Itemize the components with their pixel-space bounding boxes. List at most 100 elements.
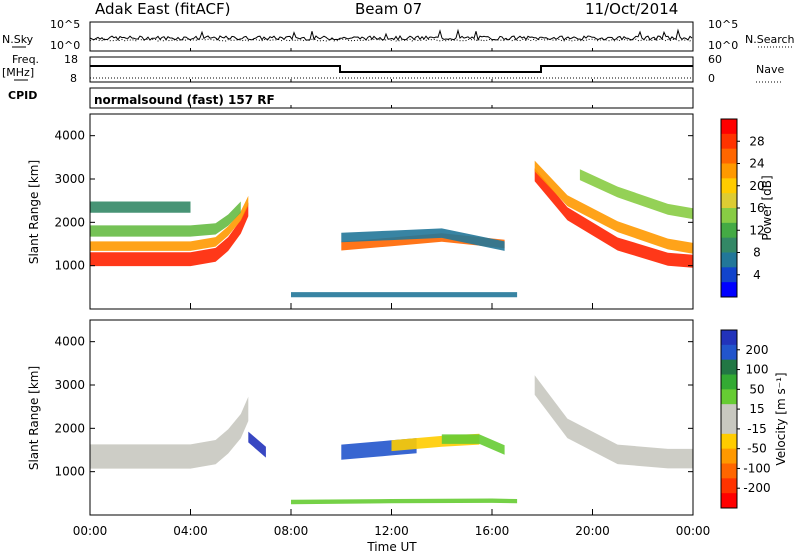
noise-search-trace xyxy=(89,38,693,42)
power-echo-region-0 xyxy=(90,202,249,267)
power-colorbar-swatch xyxy=(721,163,737,179)
x-tick-label: 16:00 xyxy=(475,524,510,538)
velocity-panel: 1000 2000 3000 4000 Slant Range [km] xyxy=(27,319,694,516)
noise-tick-low-right: 10^0 xyxy=(708,39,738,52)
velocity-colorbar-swatch xyxy=(721,344,737,361)
power-colorbar-swatch xyxy=(721,222,737,239)
velocity-colorbar-label: Velocity [m s⁻¹] xyxy=(774,372,788,465)
power-ytick-label: 4000 xyxy=(54,129,85,143)
noise-tick-high-left: 10^5 xyxy=(50,18,80,31)
velocity-colorbar-swatch xyxy=(721,389,737,405)
freq-label: Freq. xyxy=(12,53,39,66)
beam-title: Beam 07 xyxy=(355,0,422,18)
nsky-label: N.Sky xyxy=(2,33,34,46)
power-panel: 1000 2000 3000 4000 Slant Range [km] xyxy=(27,113,694,310)
noise-tick-high-right: 10^5 xyxy=(708,18,738,31)
velocity-plot-area xyxy=(90,320,693,515)
nave-label: Nave xyxy=(756,63,784,76)
date-title: 11/Oct/2014 xyxy=(585,0,678,18)
power-echo-region-6 xyxy=(534,168,693,268)
power-echo-region-2 xyxy=(90,201,241,237)
power-echo-region-8 xyxy=(579,169,693,220)
velocity-colorbar-swatch xyxy=(721,374,737,390)
velocity-colorbar-swatch xyxy=(721,463,737,479)
velocity-colorbar-tick-label: 50 xyxy=(749,382,764,396)
velocity-data-layer xyxy=(90,375,693,505)
power-colorbar-swatch xyxy=(721,237,737,253)
x-tick-label: 00:00 xyxy=(73,524,108,538)
x-tick-label: 12:00 xyxy=(374,524,409,538)
power-colorbar-swatch xyxy=(721,282,737,298)
x-tick-label: 04:00 xyxy=(173,524,208,538)
nave-tick-low: 0 xyxy=(708,72,715,85)
velocity-colorbar-swatch xyxy=(721,419,737,435)
power-colorbar-tick-label: 24 xyxy=(749,157,764,171)
velocity-echo-region-1 xyxy=(248,431,266,458)
power-y-label: Slant Range [km] xyxy=(27,160,41,264)
freq-panel: Freq. [MHz] 18 8 60 0 Nave xyxy=(2,53,784,85)
noise-panel: N.Sky 10^5 10^0 10^5 10^0 N.Search xyxy=(2,18,795,52)
velocity-colorbar-swatch xyxy=(721,404,737,420)
noise-panel-frame xyxy=(89,21,694,52)
power-ytick-label: 2000 xyxy=(54,215,85,229)
power-colorbar: 28 24 20 16 12 8 4 Power [dB] xyxy=(720,118,774,298)
x-tick-label: 08:00 xyxy=(274,524,309,538)
freq-unit-label: [MHz] xyxy=(2,66,34,79)
velocity-colorbar-tick-label: -100 xyxy=(743,461,770,475)
velocity-colorbar-tick-label: 200 xyxy=(746,343,769,357)
noise-tick-low-left: 10^0 xyxy=(50,39,80,52)
power-colorbar-swatch xyxy=(721,267,737,283)
cpid-panel: CPID normalsound (fast) 157 RF xyxy=(8,87,694,109)
power-ytick-label: 1000 xyxy=(54,259,85,273)
frequency-trace xyxy=(90,65,693,73)
velocity-colorbar-tick-label: -15 xyxy=(747,422,767,436)
power-colorbar-swatch xyxy=(721,133,737,150)
x-tick-label: 00:00 xyxy=(676,524,711,538)
power-echo-region-7 xyxy=(534,160,693,254)
velocity-colorbar-swatch xyxy=(721,433,737,450)
freq-tick-high: 18 xyxy=(64,53,78,66)
velocity-colorbar: 200 100 50 15 -15 -50 -100 -200 Velocity [m s⁻¹… xyxy=(720,329,788,509)
velocity-colorbar-swatch xyxy=(721,478,737,494)
power-colorbar-tick-label: 28 xyxy=(749,134,764,148)
power-colorbar-swatch xyxy=(721,252,737,268)
power-colorbar-swatch xyxy=(721,193,737,209)
power-ytick-label: 3000 xyxy=(54,172,85,186)
velocity-colorbar-tick-label: 100 xyxy=(746,363,769,377)
velocity-colorbar-swatch xyxy=(721,359,737,375)
time-x-axis: 00:00 04:00 08:00 12:00 16:00 20:00 00:00 xyxy=(73,48,711,538)
nave-tick-high: 60 xyxy=(708,53,722,66)
velocity-colorbar-tick-label: 15 xyxy=(749,402,764,416)
velocity-y-label: Slant Range [km] xyxy=(27,366,41,470)
nsearch-label: N.Search xyxy=(745,33,795,46)
power-echo-region-5 xyxy=(341,228,505,251)
velocity-echo-region-0 xyxy=(90,396,249,469)
power-data-layer xyxy=(90,160,693,298)
power-colorbar-swatch xyxy=(721,178,737,194)
velocity-echo-region-6 xyxy=(291,498,518,505)
freq-tick-low: 8 xyxy=(70,72,77,85)
cpid-label: CPID xyxy=(8,89,37,102)
velocity-colorbar-tick-label: -200 xyxy=(743,481,770,495)
velocity-ytick-label: 3000 xyxy=(54,378,85,392)
velocity-colorbar-swatch xyxy=(721,330,737,346)
station-title: Adak East (fitACF) xyxy=(95,0,230,18)
power-echo-region-1 xyxy=(90,195,249,251)
power-colorbar-label: Power [dB] xyxy=(760,175,774,240)
power-echo-region-3 xyxy=(90,201,191,213)
velocity-colorbar-frame xyxy=(720,329,738,509)
power-colorbar-swatch xyxy=(721,119,737,135)
power-colorbar-swatch xyxy=(721,148,737,164)
velocity-ytick-label: 2000 xyxy=(54,421,85,435)
velocity-echo-region-4 xyxy=(441,434,505,455)
velocity-echo-region-5 xyxy=(534,375,693,469)
noise-sky-trace xyxy=(89,28,693,41)
power-colorbar-tick-label: 4 xyxy=(753,268,761,282)
velocity-colorbar-swatch xyxy=(721,493,737,509)
power-colorbar-tick-label: 16 xyxy=(749,201,764,215)
velocity-ytick-label: 1000 xyxy=(54,465,85,479)
x-tick-label: 20:00 xyxy=(575,524,610,538)
power-y-axis: 1000 2000 3000 4000 xyxy=(54,129,693,273)
x-axis-label: Time UT xyxy=(366,540,417,554)
